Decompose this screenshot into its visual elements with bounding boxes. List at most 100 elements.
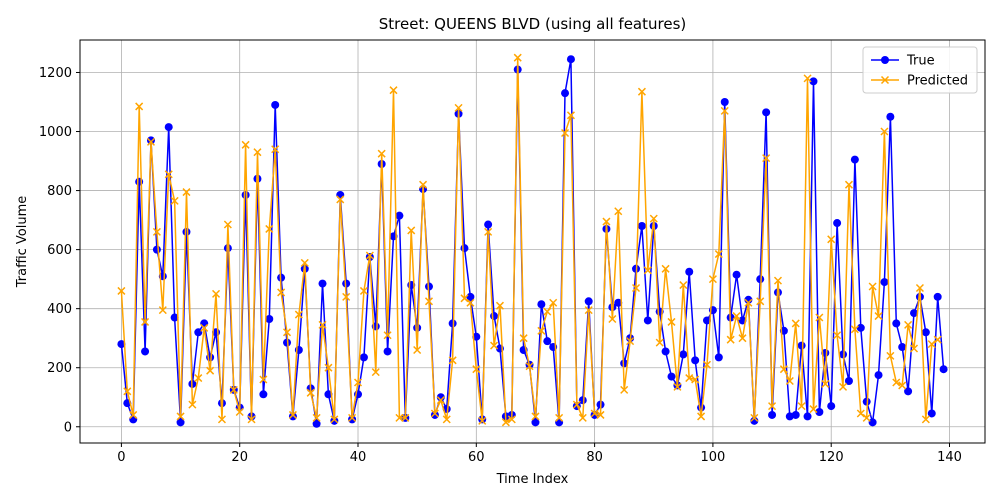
- data-point: [194, 374, 203, 383]
- data-point: [566, 111, 575, 120]
- data-point: [129, 410, 138, 419]
- legend: True Predicted: [862, 46, 978, 94]
- data-point: [336, 191, 345, 199]
- data-point: [933, 335, 942, 344]
- data-point: [768, 410, 777, 419]
- data-point: [844, 180, 853, 189]
- data-point: [608, 314, 617, 324]
- data-point: [413, 323, 422, 332]
- data-point: [904, 320, 913, 329]
- data-point: [531, 412, 540, 421]
- data-point: [176, 412, 185, 421]
- data-point: [555, 413, 564, 422]
- data-point: [359, 353, 368, 362]
- data-point: [809, 77, 818, 86]
- data-point: [833, 331, 842, 340]
- data-point: [241, 191, 250, 199]
- data-point: [537, 300, 546, 309]
- data-point: [874, 312, 883, 321]
- data-point: [756, 297, 765, 306]
- data-point: [353, 378, 363, 387]
- data-point: [637, 222, 646, 230]
- data-point: [271, 145, 280, 154]
- data-point: [850, 325, 859, 334]
- data-point: [141, 347, 150, 356]
- data-point: [430, 410, 439, 419]
- data-point: [726, 335, 735, 344]
- data-point: [383, 347, 392, 356]
- data-point: [277, 288, 286, 297]
- data-point: [359, 286, 368, 295]
- data-point: [531, 418, 540, 427]
- data-point: [939, 365, 948, 374]
- data-point: [578, 413, 587, 422]
- data-point: [909, 344, 919, 353]
- data-point: [596, 410, 605, 419]
- data-point: [720, 106, 729, 115]
- data-point: [448, 356, 457, 365]
- data-point: [791, 410, 800, 419]
- data-point: [419, 180, 428, 189]
- data-point: [643, 266, 652, 275]
- data-point: [868, 418, 877, 427]
- data-point: [182, 188, 191, 197]
- data-point: [537, 326, 546, 335]
- data-point: [395, 413, 404, 422]
- data-point: [738, 334, 747, 343]
- data-point: [898, 343, 907, 352]
- data-point: [117, 340, 126, 349]
- data-point: [294, 310, 303, 319]
- data-point: [170, 196, 179, 205]
- data-point: [614, 298, 623, 307]
- y-tick-label: 1200: [39, 66, 72, 81]
- data-point: [241, 140, 250, 149]
- data-point: [543, 307, 552, 316]
- data-point: [637, 87, 646, 96]
- ticks-layer: 0 20 40 60 80 100 120 140 0 200 400 600 800 1000 1200: [39, 66, 962, 465]
- data-point: [229, 385, 238, 394]
- data-point: [839, 350, 848, 359]
- data-point: [413, 345, 422, 355]
- data-point: [702, 316, 711, 325]
- x-tick-label: 40: [350, 450, 367, 465]
- data-point: [490, 312, 499, 321]
- data-point: [839, 382, 848, 391]
- data-point: [797, 341, 806, 350]
- data-point: [389, 86, 398, 95]
- y-axis-label: Traffic Volume: [15, 196, 30, 289]
- data-point: [661, 347, 670, 356]
- data-point: [880, 278, 889, 287]
- data-point: [655, 338, 664, 347]
- data-point: [200, 323, 209, 332]
- data-point: [561, 89, 570, 98]
- data-point: [288, 410, 297, 419]
- data-point: [460, 294, 469, 303]
- data-point: [803, 74, 812, 83]
- data-point: [146, 137, 156, 146]
- series-predicted: [117, 53, 942, 427]
- legend-marker: [880, 75, 890, 85]
- x-tick-label: 20: [231, 450, 248, 465]
- data-point: [762, 154, 771, 163]
- data-point: [673, 382, 682, 391]
- data-point: [821, 379, 830, 388]
- data-point: [927, 409, 936, 418]
- data-point: [501, 418, 510, 427]
- data-point: [300, 258, 309, 267]
- data-point: [176, 418, 185, 427]
- data-point: [679, 281, 688, 290]
- data-point: [430, 409, 439, 418]
- data-point: [844, 377, 853, 385]
- data-point: [720, 98, 729, 106]
- data-point: [691, 375, 700, 384]
- x-tick-label: 120: [819, 450, 844, 465]
- data-point: [584, 306, 593, 315]
- y-tick-label: 800: [47, 184, 72, 199]
- data-point: [141, 317, 150, 326]
- data-point: [495, 301, 504, 310]
- data-point: [785, 376, 794, 386]
- data-point: [271, 100, 280, 109]
- data-point: [797, 402, 806, 411]
- data-point: [484, 220, 493, 229]
- data-point: [809, 405, 818, 414]
